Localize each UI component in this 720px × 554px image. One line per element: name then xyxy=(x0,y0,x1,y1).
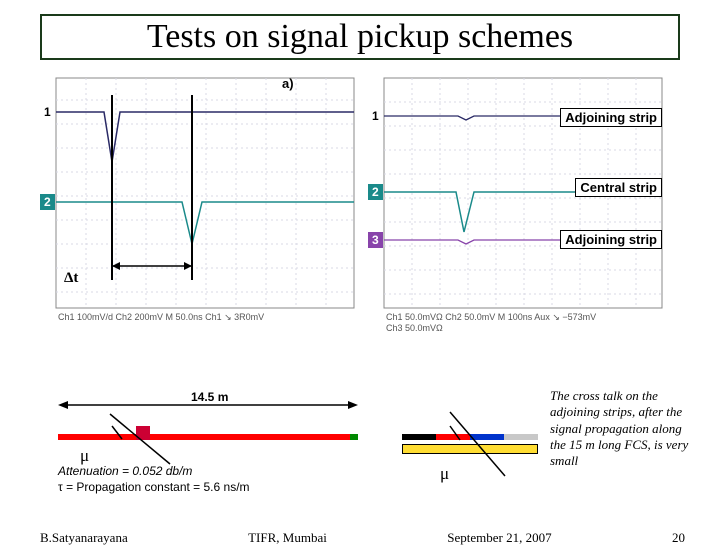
footer-date: September 21, 2007 xyxy=(447,530,551,546)
scope-right-footer2: Ch3 50.0mVΩ xyxy=(386,323,443,333)
diagram-area: 14.5 m μ μ Attenuation = 0.052 db/m τ = … xyxy=(40,394,680,514)
crosstalk-note: The cross talk on the adjoining strips, … xyxy=(550,388,700,469)
panel-label-a: a) xyxy=(282,76,294,91)
ch1-marker-right: 1 xyxy=(368,108,383,124)
ch1-marker-left: 1 xyxy=(40,104,55,120)
ch2-marker-left: 2 xyxy=(40,194,55,210)
tau-text: τ = Propagation constant = 5.6 ns/m xyxy=(58,480,250,494)
title-box: Tests on signal pickup schemes xyxy=(40,14,680,60)
scope-left-svg xyxy=(40,70,360,340)
ch3-marker-right: 3 xyxy=(368,232,383,248)
footer-org: TIFR, Mumbai xyxy=(248,530,327,546)
page-title: Tests on signal pickup schemes xyxy=(52,18,668,56)
oscilloscope-left: a) 1 2 Δt Ch1 100mV/d Ch2 200mV M 50.0ns… xyxy=(40,70,360,340)
oscilloscope-right: 1 2 3 Adjoining strip Central strip Adjo… xyxy=(368,70,668,340)
label-adjoining-2: Adjoining strip xyxy=(560,230,662,249)
scope-left-footer: Ch1 100mV/d Ch2 200mV M 50.0ns Ch1 ↘ 3R0… xyxy=(58,312,264,323)
scope-row: a) 1 2 Δt Ch1 100mV/d Ch2 200mV M 50.0ns… xyxy=(0,70,720,340)
attenuation-text: Attenuation = 0.052 db/m xyxy=(58,464,192,478)
mu-right: μ xyxy=(440,464,449,484)
footer: B.Satyanarayana TIFR, Mumbai September 2… xyxy=(40,530,685,546)
footer-page: 20 xyxy=(672,530,685,546)
ch2-marker-right: 2 xyxy=(368,184,383,200)
label-central: Central strip xyxy=(575,178,662,197)
label-adjoining-1: Adjoining strip xyxy=(560,108,662,127)
delta-t-label: Δt xyxy=(64,270,78,287)
scope-right-footer1: Ch1 50.0mVΩ Ch2 50.0mV M 100ns Aux ↘ −57… xyxy=(386,312,596,323)
footer-author: B.Satyanarayana xyxy=(40,530,128,546)
